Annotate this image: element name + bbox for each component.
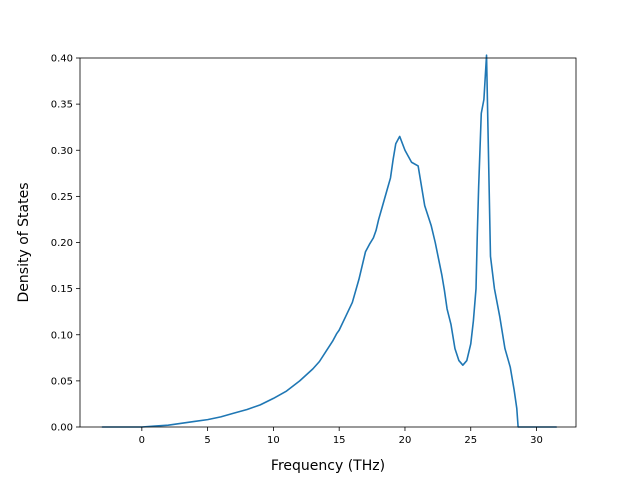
x-tick-label: 25 bbox=[464, 435, 477, 446]
x-tick-label: 20 bbox=[399, 435, 412, 446]
y-tick-label: 0.30 bbox=[51, 146, 73, 157]
x-tick-label: 5 bbox=[204, 435, 210, 446]
axes-frame bbox=[79, 57, 577, 428]
y-tick-label: 0.35 bbox=[51, 100, 73, 111]
y-tick-label: 0.40 bbox=[51, 54, 73, 65]
y-tick-label: 0.25 bbox=[51, 192, 73, 203]
x-tick-label: 30 bbox=[530, 435, 543, 446]
y-tick-label: 0.00 bbox=[51, 423, 73, 434]
y-axis-ticks: 0.00 0.05 0.10 0.15 0.20 0.25 0.30 0.35 0.40 bbox=[51, 54, 80, 434]
y-tick-label: 0.05 bbox=[51, 376, 73, 387]
x-axis-ticks: 0 5 10 15 20 25 30 bbox=[139, 427, 543, 446]
y-axis-label: Density of States bbox=[16, 183, 32, 303]
dos-series-line bbox=[101, 54, 558, 428]
x-tick-label: 10 bbox=[267, 435, 280, 446]
y-tick-label: 0.10 bbox=[51, 330, 73, 341]
y-tick-label: 0.15 bbox=[51, 284, 73, 295]
x-tick-label: 0 bbox=[139, 435, 145, 446]
x-axis-label: Frequency (THz) bbox=[271, 458, 385, 474]
y-tick-label: 0.20 bbox=[51, 238, 73, 249]
plot-area bbox=[101, 54, 558, 428]
x-tick-label: 15 bbox=[333, 435, 346, 446]
